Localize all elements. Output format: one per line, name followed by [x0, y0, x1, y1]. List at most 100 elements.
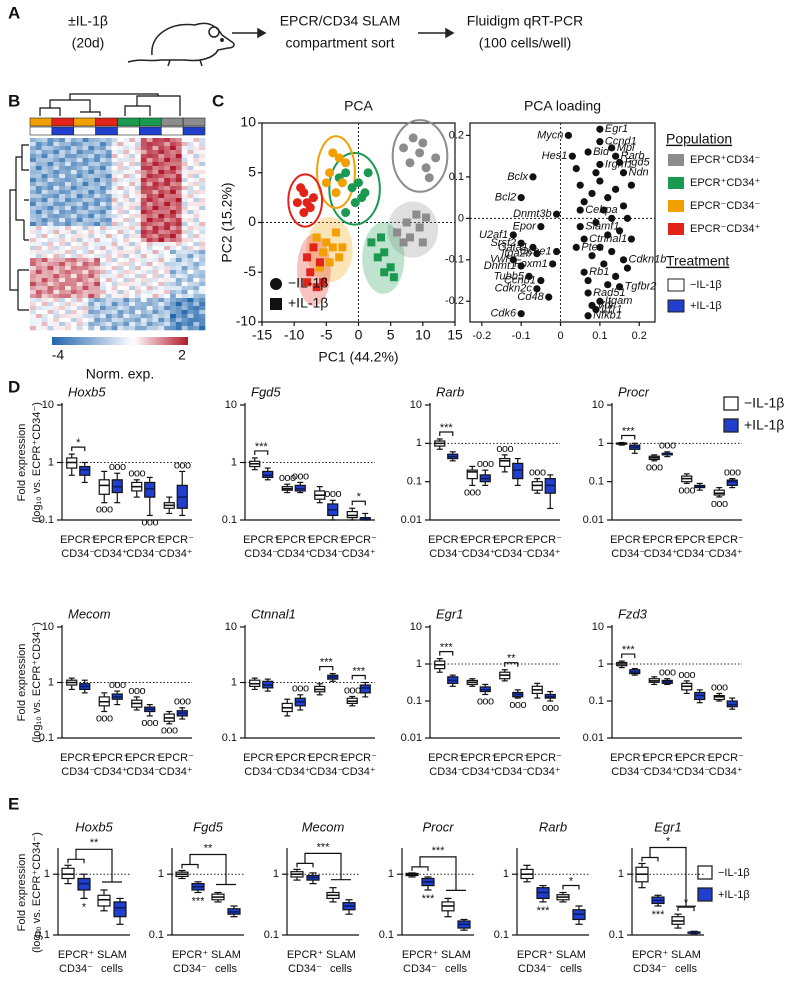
point: [338, 243, 347, 252]
heatmap-cell: [170, 270, 177, 275]
heatmap-cell: [82, 214, 89, 219]
significance-label: ***: [432, 845, 446, 857]
heatmap-cell: [164, 226, 171, 231]
heatmap-cell: [88, 162, 95, 167]
x-tick-label: SLAM: [556, 949, 586, 961]
significance-bracket: [504, 662, 519, 667]
point: [592, 305, 600, 314]
y-tick-label: 1: [44, 868, 50, 880]
heatmap-cell: [164, 222, 171, 227]
comparison-mark: ooo: [711, 681, 728, 693]
heatmap-cell: [105, 186, 112, 191]
heatmap-cell: [170, 326, 177, 331]
heatmap-cell: [158, 254, 165, 259]
heatmap-cell: [70, 270, 77, 275]
heatmap-cell: [41, 198, 48, 203]
heatmap-cell: [82, 270, 89, 275]
heatmap-cell: [35, 194, 42, 199]
heatmap-cell: [41, 166, 48, 171]
heatmap-cell: [47, 154, 54, 159]
x-tick-label: 0.2: [632, 330, 647, 342]
heatmap-cell: [53, 254, 60, 259]
heatmap-cell: [135, 282, 142, 287]
heatmap-cell: [140, 314, 147, 319]
heatmap-cell: [35, 314, 42, 319]
x-tick-label: cells: [560, 963, 583, 975]
heatmap-cell: [65, 226, 72, 231]
point-label: U2af1: [479, 229, 508, 241]
heatmap-cell: [193, 282, 200, 287]
heatmap-cell: [135, 218, 142, 223]
heatmap-cell: [94, 234, 101, 239]
heatmap-cell: [152, 290, 159, 295]
heatmap-cell: [53, 274, 60, 279]
heatmap-cell: [100, 154, 107, 159]
x-tick-label: EPCR⁻: [158, 752, 195, 764]
heatmap-cell: [88, 274, 95, 279]
heatmap-cell: [187, 290, 194, 295]
heatmap-cell: [35, 290, 42, 295]
heatmap-cell: [76, 246, 83, 251]
heatmap-cell: [199, 226, 206, 231]
significance-label: **: [507, 653, 516, 665]
heatmap-cell: [70, 254, 77, 259]
heatmap-cell: [94, 218, 101, 223]
heatmap-cell: [199, 250, 206, 255]
point: [373, 253, 382, 262]
significance-bracket: [439, 650, 454, 656]
heatmap-cell: [111, 138, 118, 143]
heatmap-cell: [82, 158, 89, 163]
heatmap-cell: [53, 170, 60, 175]
point: [306, 268, 315, 277]
heatmap-cell: [100, 314, 107, 319]
heatmap-cell: [187, 282, 194, 287]
heatmap-cell: [193, 166, 200, 171]
heatmap-cell: [152, 298, 159, 303]
heatmap-cell: [82, 174, 89, 179]
heatmap-cell: [170, 186, 177, 191]
heatmap-cell: [82, 186, 89, 191]
comparison-mark: ooo: [161, 725, 178, 737]
heatmap-cell: [164, 138, 171, 143]
heatmap-cell: [181, 214, 188, 219]
heatmap-cell: [181, 138, 188, 143]
heatmap-cell: [152, 222, 159, 227]
legend-label: +IL-1β: [690, 300, 722, 312]
point: [552, 247, 561, 256]
heatmap-cell: [129, 270, 136, 275]
heatmap-cell: [140, 154, 147, 159]
heatmap-cell: [117, 262, 124, 267]
heatmap-cell: [158, 302, 165, 307]
legend-label: −IL-1β: [690, 279, 722, 291]
heatmap-cell: [59, 138, 66, 143]
heatmap-cell: [41, 174, 48, 179]
heatmap-cell: [94, 266, 101, 271]
heatmap-cell: [53, 206, 60, 211]
heatmap-cell: [123, 178, 130, 183]
heatmap-cell: [70, 202, 77, 207]
heatmap-cell: [30, 206, 37, 211]
point: [596, 177, 604, 185]
heatmap-cell: [100, 266, 107, 271]
heatmap-cell: [187, 154, 194, 159]
heatmap-cell: [129, 326, 136, 331]
heatmap-cell: [53, 306, 60, 311]
point: [612, 152, 620, 160]
point: [319, 248, 328, 257]
heatmap-cell: [82, 254, 89, 259]
heatmap-cell: [170, 138, 177, 143]
heatmap-cell: [170, 194, 177, 199]
heatmap-cell: [199, 270, 206, 275]
heatmap-cell: [100, 286, 107, 291]
heatmap-cell: [53, 142, 60, 147]
heatmap-cell: [94, 294, 101, 299]
heatmap-cell: [135, 190, 142, 195]
heatmap-cell: [76, 326, 83, 331]
chart-title: Egr1: [436, 606, 463, 621]
heatmap-cell: [65, 294, 72, 299]
heatmap-cell: [175, 322, 182, 327]
y-tick-label: 0.2: [449, 129, 464, 141]
heatmap-cell: [41, 270, 48, 275]
heatmap-cell: [117, 318, 124, 323]
heatmap-cell: [175, 226, 182, 231]
